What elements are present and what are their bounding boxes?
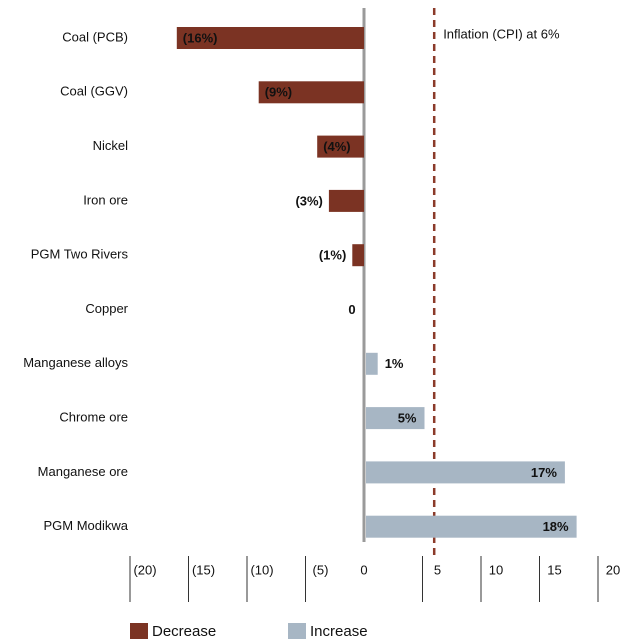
legend-label: Decrease — [152, 623, 216, 640]
value-label: (4%) — [323, 139, 350, 154]
bar — [366, 515, 577, 538]
category-label: Manganese ore — [38, 464, 128, 479]
value-label: 17% — [531, 465, 557, 480]
value-label: (1%) — [319, 248, 346, 263]
x-tick-label: 10 — [489, 562, 503, 577]
x-tick-label: 5 — [434, 562, 441, 577]
category-label: Iron ore — [83, 192, 128, 207]
bar — [328, 189, 364, 212]
value-label: (16%) — [183, 30, 218, 45]
x-tick-label: (10) — [250, 562, 273, 577]
legend-label: Increase — [310, 623, 368, 640]
bar — [366, 352, 378, 375]
category-label: Manganese alloys — [23, 355, 128, 370]
value-label: 5% — [398, 411, 417, 426]
x-tick-label: (5) — [313, 562, 329, 577]
reference-label: Inflation (CPI) at 6% — [443, 26, 560, 41]
x-tick-label: (15) — [192, 562, 215, 577]
category-label: PGM Modikwa — [43, 518, 128, 533]
bar — [258, 81, 364, 104]
value-label: 18% — [543, 519, 569, 534]
category-label: PGM Two Rivers — [31, 247, 129, 262]
legend-swatch — [130, 623, 148, 639]
value-label: (9%) — [265, 85, 292, 100]
x-tick-label: 20 — [606, 562, 620, 577]
category-label: Copper — [85, 301, 128, 316]
x-tick-label: (20) — [133, 562, 156, 577]
value-label: (3%) — [295, 193, 322, 208]
category-label: Nickel — [93, 138, 129, 153]
bar — [366, 407, 425, 430]
category-label: Coal (PCB) — [62, 29, 128, 44]
x-tick-label: 0 — [360, 562, 367, 577]
value-label: 0 — [348, 302, 355, 317]
bar — [352, 244, 364, 267]
bar — [366, 461, 565, 484]
bar — [176, 27, 364, 49]
category-label: Coal (GGV) — [60, 84, 128, 99]
value-label: 1% — [385, 356, 404, 371]
bar — [317, 135, 364, 158]
legend-swatch — [288, 623, 306, 639]
x-tick-label: 15 — [547, 562, 561, 577]
category-label: Chrome ore — [59, 410, 128, 425]
